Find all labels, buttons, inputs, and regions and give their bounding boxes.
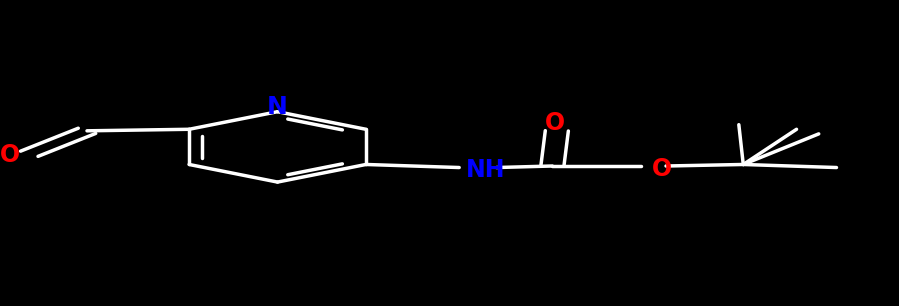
Text: NH: NH <box>467 158 506 182</box>
Text: O: O <box>0 143 20 167</box>
Text: N: N <box>267 95 288 119</box>
Text: O: O <box>652 157 672 181</box>
Text: O: O <box>545 111 565 135</box>
